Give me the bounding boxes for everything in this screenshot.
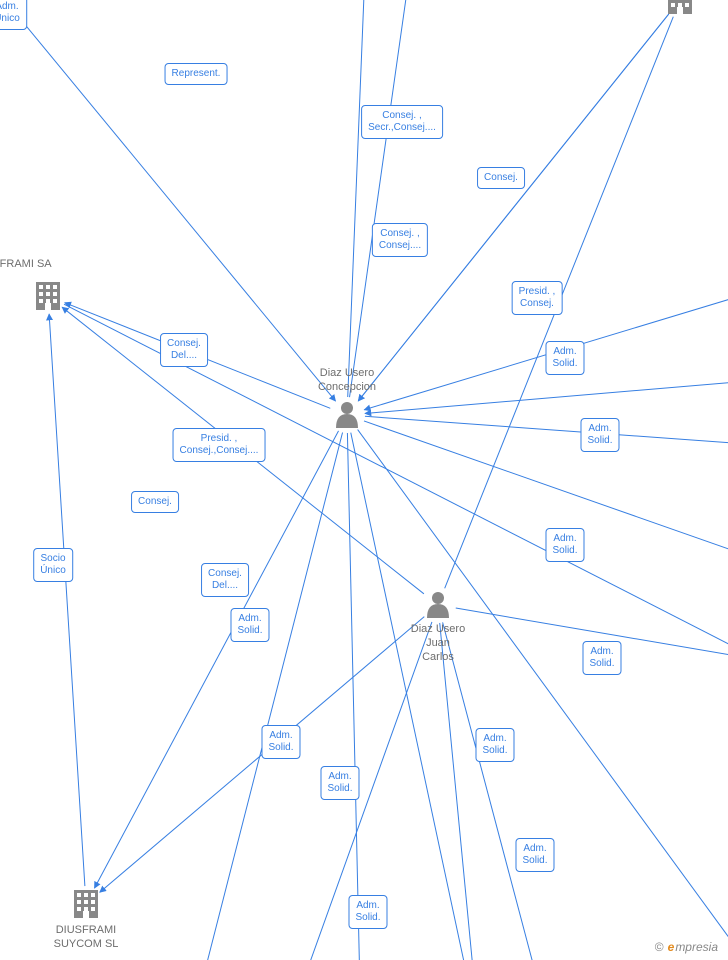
node-label: DIUSFRAMI SUYCOM SL xyxy=(54,924,119,952)
node-label: Diaz Usero Juan Carlos xyxy=(411,623,465,664)
edge xyxy=(443,622,540,960)
brand-rest: mpresia xyxy=(675,940,718,954)
watermark: © empresia xyxy=(655,940,718,954)
edge xyxy=(351,433,470,960)
edge-label[interactable]: Adm. Solid. xyxy=(320,766,359,800)
edge-label[interactable]: Consej. Del.... xyxy=(201,563,249,597)
edge xyxy=(348,0,365,397)
building-icon[interactable] xyxy=(36,282,60,310)
edge-label[interactable]: Represent. xyxy=(165,63,228,85)
building-icon[interactable] xyxy=(668,0,692,14)
node-label: USFRAMI SA xyxy=(0,258,52,272)
edge-label[interactable]: Adm. Único xyxy=(0,0,27,30)
building-icon[interactable] xyxy=(74,890,98,918)
edge-label[interactable]: Adm. Solid. xyxy=(348,895,387,929)
edge xyxy=(350,0,410,397)
edge-label[interactable]: Presid. , Consej.,Consej.... xyxy=(173,428,266,462)
edge-label[interactable]: Presid. , Consej. xyxy=(512,281,563,315)
network-canvas xyxy=(0,0,728,960)
edge-label[interactable]: Adm. Solid. xyxy=(580,418,619,452)
person-icon[interactable] xyxy=(336,402,358,428)
edge-label[interactable]: Consej. xyxy=(477,167,525,189)
edge-label[interactable]: Adm. Solid. xyxy=(475,728,514,762)
edge-label[interactable]: Consej. , Consej.... xyxy=(372,223,428,257)
edge-label[interactable]: Socio Único xyxy=(33,548,73,582)
node-label: Diaz Usero Concepcion xyxy=(318,367,376,395)
edge-label[interactable]: Consej. Del.... xyxy=(160,333,208,367)
edge-label[interactable]: Adm. Solid. xyxy=(545,528,584,562)
edge-label[interactable]: Adm. Solid. xyxy=(515,838,554,872)
edge-label[interactable]: Consej. , Secr.,Consej.... xyxy=(361,105,443,139)
edge xyxy=(347,433,360,960)
edge xyxy=(358,14,668,401)
edge xyxy=(358,430,728,960)
edge-label[interactable]: Adm. Solid. xyxy=(230,608,269,642)
edge xyxy=(200,432,343,960)
edge xyxy=(49,314,85,886)
copyright-symbol: © xyxy=(655,940,664,954)
edge-label[interactable]: Adm. Solid. xyxy=(582,641,621,675)
edge-label[interactable]: Consej. xyxy=(131,491,179,513)
edge-label[interactable]: Adm. Solid. xyxy=(261,725,300,759)
edge xyxy=(365,380,728,413)
edge-label[interactable]: Adm. Solid. xyxy=(545,341,584,375)
edge xyxy=(440,623,475,960)
brand-initial: e xyxy=(668,940,675,954)
person-icon[interactable] xyxy=(427,592,449,618)
